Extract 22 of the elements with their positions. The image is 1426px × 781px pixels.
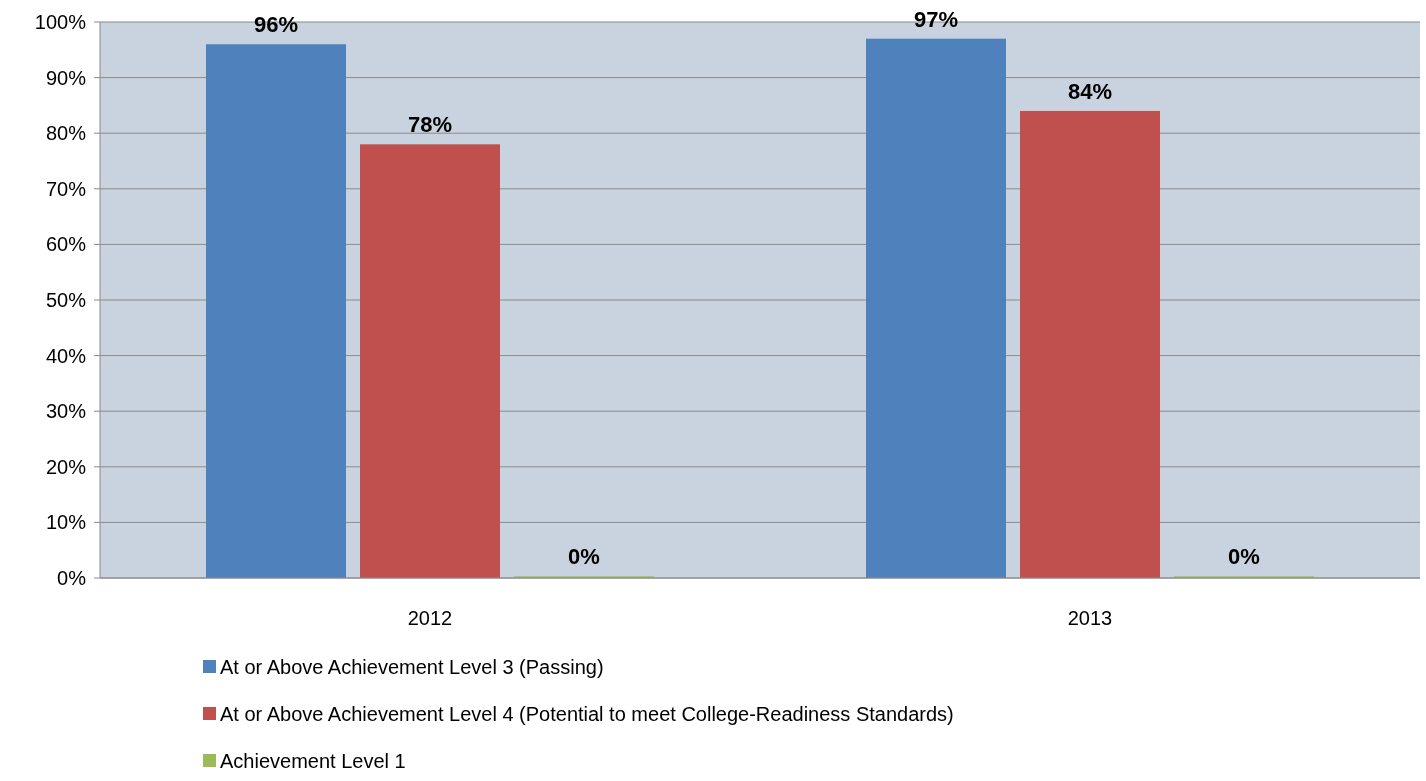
y-tick-label: 70%	[45, 177, 87, 200]
y-tick-label: 90%	[45, 66, 87, 89]
data-label: 84%	[1067, 78, 1113, 104]
data-label: 96%	[253, 12, 299, 38]
y-tick-label: 40%	[45, 344, 87, 367]
y-tick-label: 20%	[45, 455, 87, 478]
data-label: 78%	[407, 112, 453, 138]
y-tick-label: 60%	[45, 233, 87, 256]
legend-label: At or Above Achievement Level 4 (Potential to meet College-Readiness Standards)	[220, 703, 954, 725]
legend-label: At or Above Achievement Level 3 (Passing)	[220, 656, 604, 678]
y-tick-label: 30%	[45, 400, 87, 423]
y-tick-label: 100%	[34, 11, 87, 33]
y-tick-label: 80%	[45, 122, 87, 145]
data-label: 0%	[568, 544, 600, 570]
x-tick-label: 2012	[407, 607, 453, 629]
legend-label: Achievement Level 1	[220, 750, 406, 772]
y-tick-label: 10%	[45, 511, 87, 534]
y-tick-label: 50%	[45, 289, 87, 311]
y-tick-label: 0%	[57, 567, 87, 589]
x-tick-label: 2013	[1067, 607, 1113, 629]
data-label: 0%	[1228, 544, 1260, 570]
data-label: 97%	[913, 6, 959, 32]
